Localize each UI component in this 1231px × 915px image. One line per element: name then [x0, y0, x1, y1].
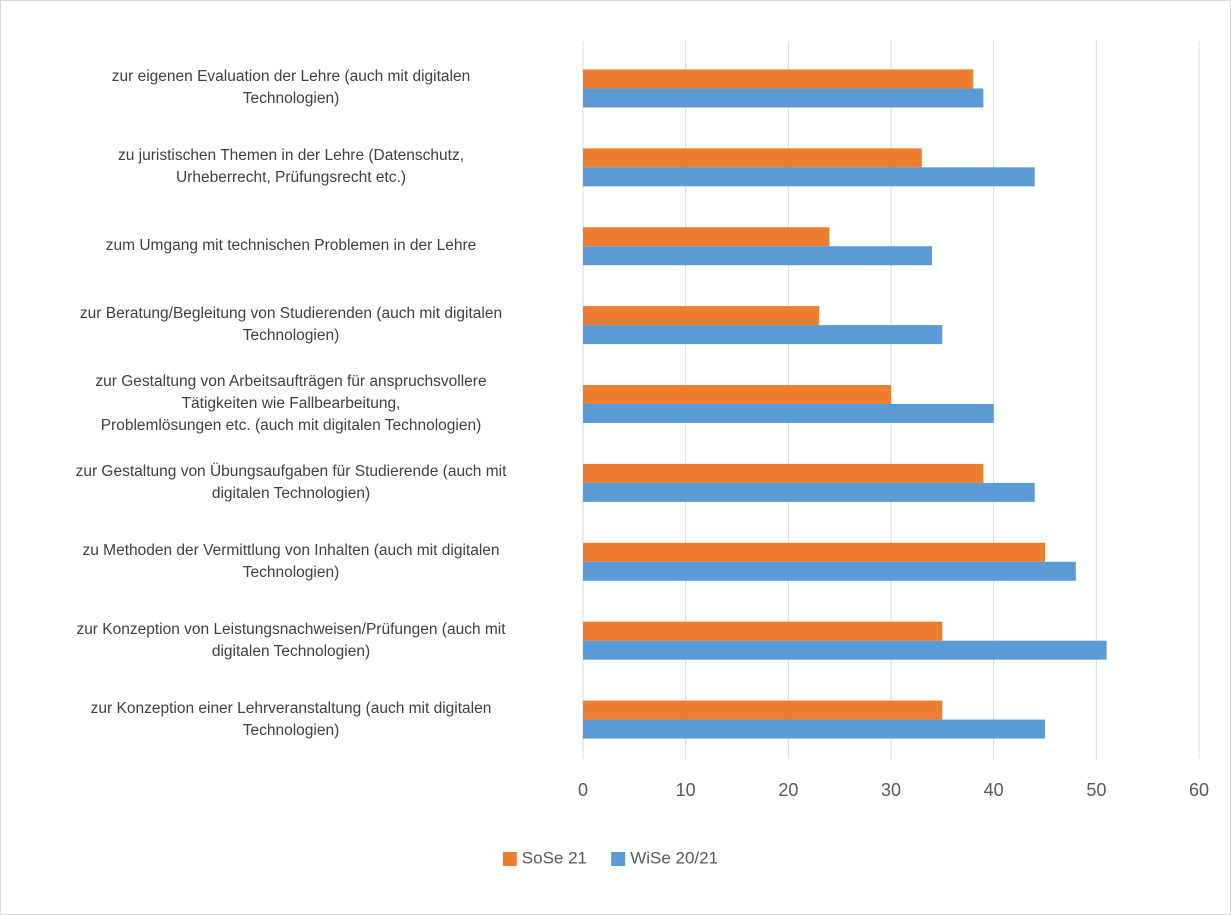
- bar: [583, 640, 1107, 660]
- bar: [583, 621, 943, 641]
- y-tick-label: zur eigenen Evaluation der Lehre (auch m…: [111, 68, 471, 108]
- y-tick-label: zum Umgang mit technischen Problemen in …: [105, 237, 477, 255]
- x-tick-label: 30: [881, 780, 901, 800]
- bar: [583, 69, 974, 89]
- legend-swatch: [611, 852, 626, 866]
- bar: [583, 148, 922, 168]
- legend-label: WiSe 20/21: [630, 848, 718, 867]
- y-tick-label: zu Methoden der Vermittlung von Inhalten…: [82, 541, 500, 581]
- bar: [583, 700, 943, 720]
- x-tick-label: 60: [1189, 780, 1209, 800]
- bar: [583, 227, 830, 247]
- bar: [583, 306, 820, 326]
- y-tick-label: zur Beratung/Begleitung von Studierenden…: [79, 305, 503, 345]
- x-tick-label: 50: [1086, 780, 1106, 800]
- bar: [583, 325, 943, 345]
- y-tick-label: zur Gestaltung von Übungsaufgaben für St…: [75, 462, 507, 502]
- y-tick-label: zur Konzeption von Leistungsnachweisen/P…: [76, 620, 506, 660]
- x-tick-label: 0: [578, 780, 588, 800]
- y-tick-label: zur Konzeption einer Lehrveranstaltung (…: [90, 699, 492, 739]
- bar: [583, 246, 933, 266]
- y-tick-label: zu juristischen Themen in der Lehre (Dat…: [117, 147, 465, 187]
- bar: [583, 385, 891, 404]
- x-tick-label: 40: [984, 780, 1004, 800]
- x-tick-label: 10: [676, 780, 696, 800]
- bar: [583, 404, 994, 423]
- legend-label: SoSe 21: [522, 848, 587, 867]
- bar: [583, 88, 984, 108]
- bar: [583, 561, 1076, 581]
- x-tick-label: 20: [778, 780, 798, 800]
- bar: [583, 167, 1035, 187]
- legend-swatch: [502, 852, 517, 866]
- bar: [583, 482, 1035, 502]
- bar: [583, 542, 1045, 562]
- bar: [583, 463, 984, 483]
- bar: [583, 719, 1045, 739]
- y-tick-label: zur Gestaltung von Arbeitsaufträgen für …: [95, 373, 487, 434]
